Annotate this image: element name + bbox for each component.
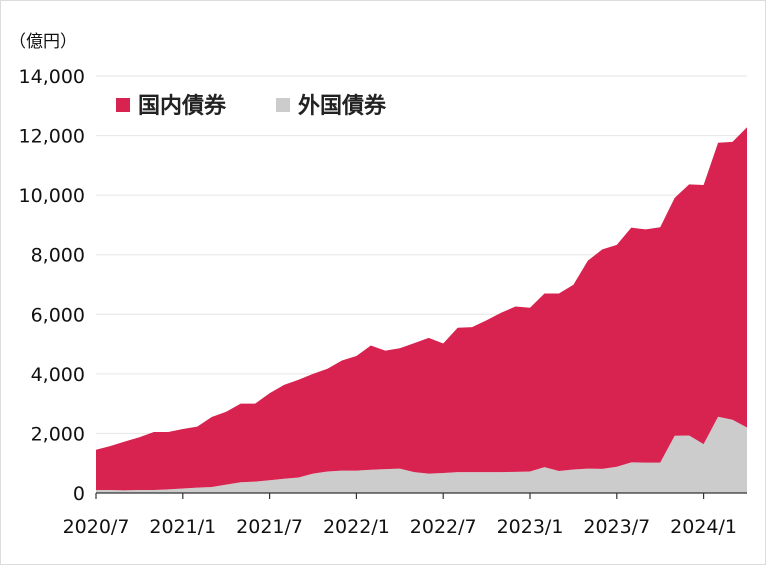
area-domestic-bonds xyxy=(96,127,747,491)
y-tick-label: 12,000 xyxy=(19,126,85,148)
x-tick-label: 2022/1 xyxy=(323,516,390,538)
x-tick-label: 2024/1 xyxy=(670,516,737,538)
x-tick-label: 2022/7 xyxy=(410,516,477,538)
area-series xyxy=(96,127,747,493)
legend-label: 国内債券 xyxy=(138,93,227,119)
axes: 0 2,000 4,000 6,000 8,000 10,000 12,000 14,000 2… xyxy=(19,66,747,538)
gridlines xyxy=(96,75,747,434)
x-tick-label: 2023/1 xyxy=(497,516,564,538)
legend-label: 外国債券 xyxy=(298,93,387,119)
y-tick-label: 10,000 xyxy=(19,185,85,207)
y-unit-label: （億円） xyxy=(9,32,77,52)
x-tick-label: 2023/7 xyxy=(583,516,650,538)
y-tick-label: 14,000 xyxy=(19,66,85,88)
y-tick-label: 0 xyxy=(73,483,85,505)
y-tick-label: 6,000 xyxy=(31,304,85,326)
x-tick-label: 2021/1 xyxy=(149,516,216,538)
x-tick-label: 2020/7 xyxy=(63,516,130,538)
y-tick-label: 8,000 xyxy=(31,245,85,267)
y-tick-label: 4,000 xyxy=(31,364,85,386)
y-tick-label: 2,000 xyxy=(31,423,85,445)
legend-swatch xyxy=(116,98,130,112)
legend: 国内債券 外国債券 xyxy=(116,93,387,119)
legend-swatch xyxy=(276,98,290,112)
area-foreign-bonds xyxy=(96,416,747,493)
x-tick-label: 2021/7 xyxy=(236,516,303,538)
